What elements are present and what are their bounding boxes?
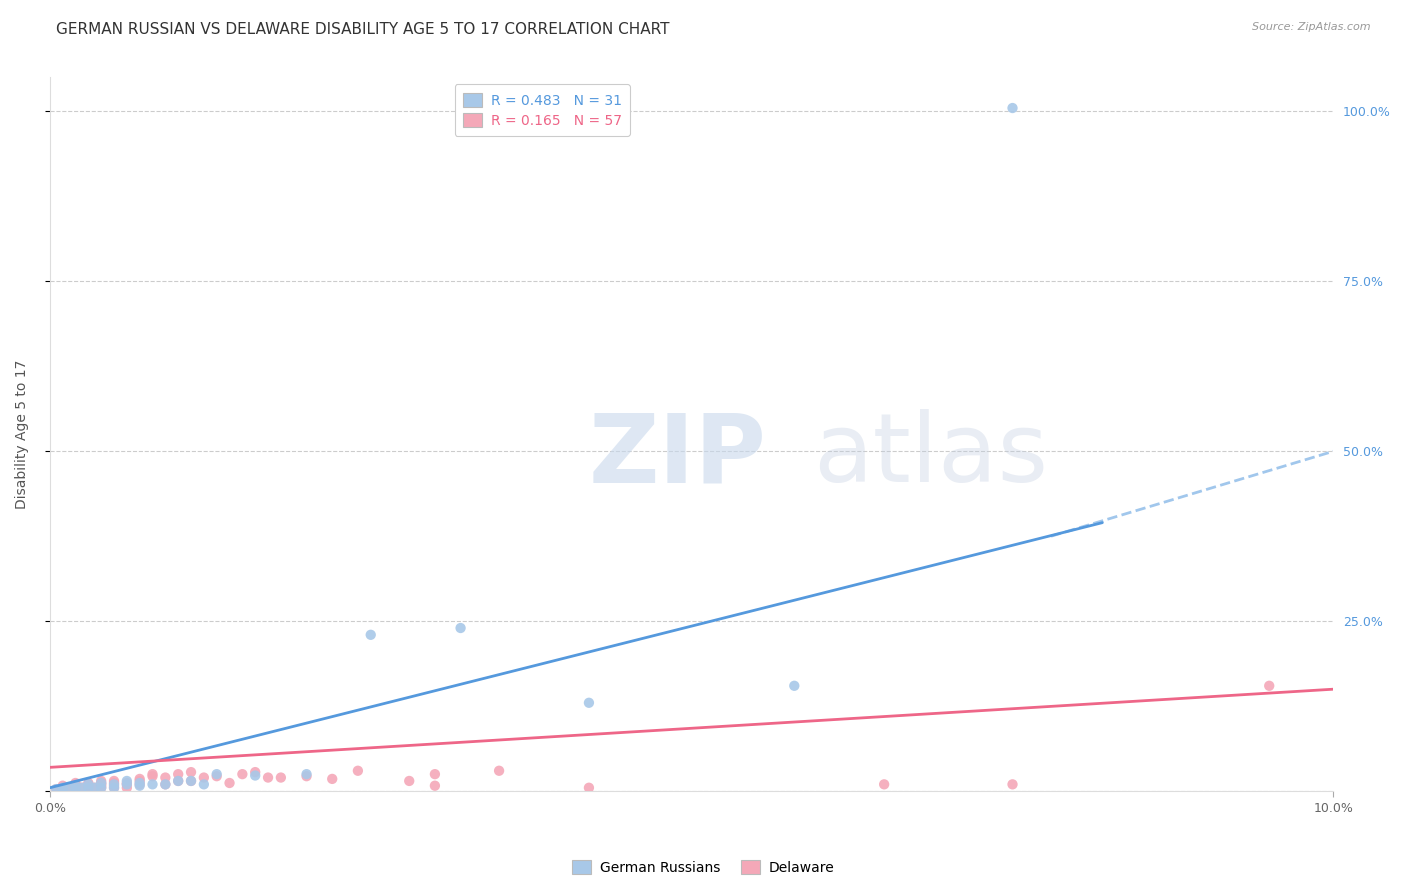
Point	[115, 774, 138, 789]
Point	[90, 780, 112, 795]
Point	[90, 776, 112, 790]
Point	[52, 780, 75, 795]
Legend: R = 0.483   N = 31, R = 0.165   N = 57: R = 0.483 N = 31, R = 0.165 N = 57	[454, 85, 630, 136]
Legend: German Russians, Delaware: German Russians, Delaware	[567, 855, 839, 880]
Point	[423, 767, 446, 781]
Point	[155, 771, 177, 785]
Point	[245, 768, 267, 782]
Point	[65, 782, 87, 797]
Point	[783, 679, 806, 693]
Point	[360, 628, 382, 642]
Point	[115, 776, 138, 790]
Point	[65, 776, 87, 790]
Point	[115, 777, 138, 791]
Point	[180, 765, 202, 780]
Point	[193, 771, 215, 785]
Point	[65, 777, 87, 791]
Point	[180, 774, 202, 789]
Point	[128, 779, 150, 793]
Point	[83, 780, 105, 795]
Point	[295, 767, 318, 781]
Point	[52, 782, 75, 797]
Point	[205, 767, 228, 781]
Point	[128, 772, 150, 786]
Point	[128, 777, 150, 791]
Point	[103, 777, 125, 791]
Point	[65, 782, 87, 797]
Point	[58, 780, 80, 795]
Point	[65, 780, 87, 794]
Point	[167, 767, 190, 781]
Point	[77, 780, 100, 795]
Point	[1001, 777, 1024, 791]
Point	[128, 774, 150, 789]
Point	[103, 774, 125, 789]
Point	[873, 777, 896, 791]
Text: ZIP: ZIP	[589, 409, 766, 502]
Point	[128, 776, 150, 790]
Point	[578, 780, 600, 795]
Point	[90, 776, 112, 790]
Point	[65, 780, 87, 795]
Point	[90, 777, 112, 791]
Point	[90, 780, 112, 795]
Point	[167, 774, 190, 789]
Point	[45, 782, 67, 797]
Text: Source: ZipAtlas.com: Source: ZipAtlas.com	[1253, 22, 1371, 32]
Point	[52, 779, 75, 793]
Point	[70, 780, 93, 795]
Point	[347, 764, 370, 778]
Point	[578, 696, 600, 710]
Point	[218, 776, 240, 790]
Point	[231, 767, 253, 781]
Point	[155, 777, 177, 791]
Point	[450, 621, 472, 635]
Point	[77, 777, 100, 791]
Point	[1258, 679, 1281, 693]
Point	[65, 779, 87, 793]
Point	[115, 777, 138, 791]
Y-axis label: Disability Age 5 to 17: Disability Age 5 to 17	[15, 359, 30, 509]
Point	[70, 780, 93, 795]
Point	[180, 774, 202, 789]
Point	[77, 776, 100, 790]
Point	[77, 779, 100, 793]
Point	[1001, 101, 1024, 115]
Point	[115, 780, 138, 795]
Point	[155, 777, 177, 791]
Point	[423, 779, 446, 793]
Point	[141, 767, 163, 781]
Point	[245, 765, 267, 780]
Point	[58, 780, 80, 795]
Point	[295, 769, 318, 783]
Point	[103, 780, 125, 795]
Point	[103, 779, 125, 793]
Point	[52, 780, 75, 795]
Point	[103, 780, 125, 795]
Text: GERMAN RUSSIAN VS DELAWARE DISABILITY AGE 5 TO 17 CORRELATION CHART: GERMAN RUSSIAN VS DELAWARE DISABILITY AG…	[56, 22, 669, 37]
Point	[83, 780, 105, 795]
Point	[167, 774, 190, 789]
Point	[321, 772, 343, 786]
Text: atlas: atlas	[814, 409, 1049, 502]
Point	[205, 769, 228, 783]
Point	[488, 764, 510, 778]
Point	[90, 779, 112, 793]
Point	[77, 777, 100, 791]
Point	[90, 774, 112, 789]
Point	[270, 771, 292, 785]
Point	[193, 777, 215, 791]
Point	[77, 780, 100, 795]
Point	[52, 782, 75, 797]
Point	[257, 771, 280, 785]
Point	[141, 769, 163, 783]
Point	[398, 774, 420, 789]
Point	[45, 782, 67, 797]
Point	[103, 776, 125, 790]
Point	[141, 777, 163, 791]
